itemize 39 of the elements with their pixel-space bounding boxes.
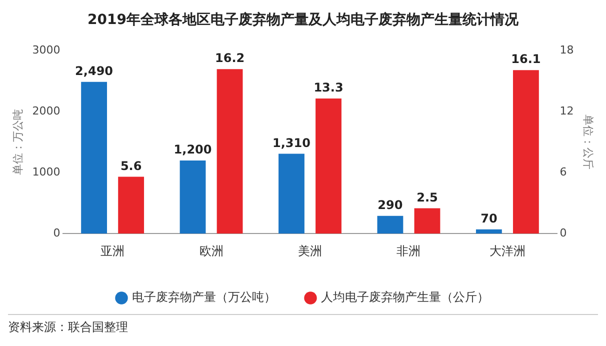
y-axis-title: 单位：万公吨: [11, 109, 24, 176]
bar: [180, 160, 206, 234]
chart-title: 2019年全球各地区电子废弃物产量及人均电子废弃物产生量统计情况: [88, 11, 520, 28]
data-label: 290: [378, 198, 403, 212]
y2-tick-label: 18: [560, 44, 574, 57]
bar: [414, 208, 440, 234]
x-tick-label: 亚洲: [100, 244, 125, 258]
bar: [216, 69, 243, 234]
y2-tick-label: 12: [560, 104, 574, 118]
y-tick-label: 3000: [32, 44, 60, 57]
y2-axis-title: 单位：公斤: [582, 114, 595, 170]
text: 资料来源：联合国整理: [8, 314, 598, 336]
data-label: 2.5: [416, 190, 438, 204]
bar: [81, 82, 107, 234]
bar: [476, 229, 502, 234]
data-label: 16.1: [511, 52, 541, 66]
data-label: 1,200: [174, 142, 212, 157]
data-label: 2,490: [75, 64, 114, 78]
legend-label: 人均电子废弃物产生量（公斤）: [321, 290, 489, 304]
bar: [316, 98, 342, 234]
data-label: 13.3: [314, 80, 344, 95]
x-tick-label: 大洋洲: [489, 244, 526, 258]
y2-tick-label: 0: [560, 226, 567, 240]
y2-tick-label: 6: [560, 166, 567, 179]
data-label: 70: [480, 211, 498, 226]
bar: [377, 216, 404, 234]
legend-label: 电子废弃物产量（万公吨）: [132, 290, 276, 304]
x-tick-label: 欧洲: [199, 244, 224, 258]
bar: [278, 154, 304, 234]
data-label: 1,310: [272, 136, 310, 150]
data-label: 16.2: [214, 51, 245, 66]
x-tick-label: 美洲: [298, 244, 322, 258]
bar: [512, 70, 539, 234]
x-tick-label: 非洲: [396, 244, 421, 258]
y-tick-label: 2000: [32, 104, 60, 118]
y-tick-label: 0: [53, 226, 60, 240]
data-label: 5.6: [120, 158, 142, 173]
bar: [118, 176, 144, 234]
y-tick-label: 1000: [32, 166, 60, 179]
